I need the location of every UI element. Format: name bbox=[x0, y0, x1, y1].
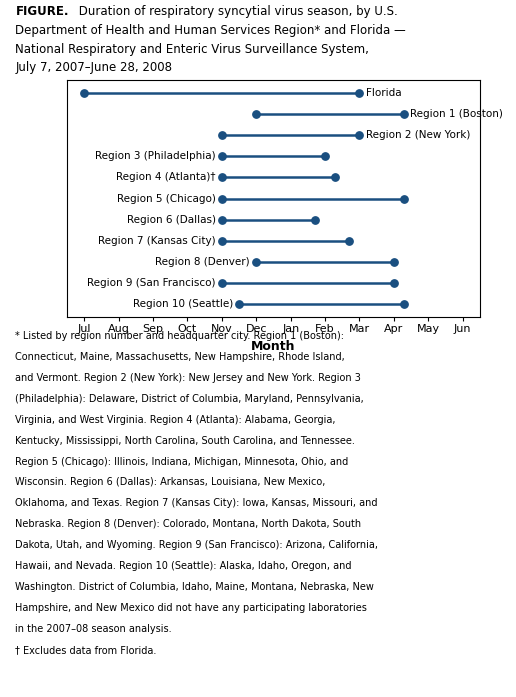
Point bbox=[252, 256, 261, 268]
Point bbox=[218, 193, 226, 204]
Text: Region 2 (New York): Region 2 (New York) bbox=[366, 130, 470, 140]
Text: Region 4 (Atlanta)†: Region 4 (Atlanta)† bbox=[116, 172, 216, 183]
Text: * Listed by region number and headquarter city. Region 1 (Boston):: * Listed by region number and headquarte… bbox=[15, 331, 345, 341]
Text: Region 10 (Seattle): Region 10 (Seattle) bbox=[133, 300, 233, 309]
Point bbox=[235, 299, 243, 310]
Text: Region 8 (Denver): Region 8 (Denver) bbox=[155, 257, 250, 267]
Point bbox=[331, 172, 340, 183]
Text: Dakota, Utah, and Wyoming. Region 9 (San Francisco): Arizona, California,: Dakota, Utah, and Wyoming. Region 9 (San… bbox=[15, 540, 378, 550]
Text: Region 3 (Philadelphia): Region 3 (Philadelphia) bbox=[95, 151, 216, 161]
Text: Duration of respiratory syncytial virus season, by U.S.: Duration of respiratory syncytial virus … bbox=[75, 5, 397, 18]
Point bbox=[321, 151, 329, 162]
Text: (Philadelphia): Delaware, District of Columbia, Maryland, Pennsylvania,: (Philadelphia): Delaware, District of Co… bbox=[15, 394, 364, 404]
Text: Region 1 (Boston): Region 1 (Boston) bbox=[410, 109, 503, 119]
Point bbox=[80, 87, 88, 98]
Text: Region 5 (Chicago): Region 5 (Chicago) bbox=[117, 194, 216, 204]
Text: Kentucky, Mississippi, North Carolina, South Carolina, and Tennessee.: Kentucky, Mississippi, North Carolina, S… bbox=[15, 436, 356, 445]
Text: Washington. District of Columbia, Idaho, Maine, Montana, Nebraska, New: Washington. District of Columbia, Idaho,… bbox=[15, 582, 374, 592]
Text: Hawaii, and Nevada. Region 10 (Seattle): Alaska, Idaho, Oregon, and: Hawaii, and Nevada. Region 10 (Seattle):… bbox=[15, 561, 352, 571]
Point bbox=[311, 214, 319, 225]
Point bbox=[400, 109, 408, 120]
Text: Region 5 (Chicago): Illinois, Indiana, Michigan, Minnesota, Ohio, and: Region 5 (Chicago): Illinois, Indiana, M… bbox=[15, 457, 349, 466]
X-axis label: Month: Month bbox=[251, 339, 296, 353]
Point bbox=[218, 214, 226, 225]
Text: Oklahoma, and Texas. Region 7 (Kansas City): Iowa, Kansas, Missouri, and: Oklahoma, and Texas. Region 7 (Kansas Ci… bbox=[15, 498, 378, 508]
Point bbox=[356, 130, 364, 141]
Text: † Excludes data from Florida.: † Excludes data from Florida. bbox=[15, 645, 157, 654]
Point bbox=[252, 109, 261, 120]
Point bbox=[400, 193, 408, 204]
Text: Virginia, and West Virginia. Region 4 (Atlanta): Alabama, Georgia,: Virginia, and West Virginia. Region 4 (A… bbox=[15, 415, 336, 424]
Point bbox=[356, 87, 364, 98]
Point bbox=[218, 151, 226, 162]
Text: July 7, 2007–June 28, 2008: July 7, 2007–June 28, 2008 bbox=[15, 61, 172, 75]
Point bbox=[390, 256, 398, 268]
Point bbox=[345, 236, 353, 247]
Point bbox=[390, 277, 398, 289]
Text: Florida: Florida bbox=[366, 88, 401, 98]
Point bbox=[218, 172, 226, 183]
Point bbox=[400, 299, 408, 310]
Point bbox=[218, 236, 226, 247]
Point bbox=[218, 277, 226, 289]
Text: Nebraska. Region 8 (Denver): Colorado, Montana, North Dakota, South: Nebraska. Region 8 (Denver): Colorado, M… bbox=[15, 519, 362, 529]
Text: National Respiratory and Enteric Virus Surveillance System,: National Respiratory and Enteric Virus S… bbox=[15, 43, 369, 56]
Text: FIGURE.: FIGURE. bbox=[15, 5, 69, 18]
Text: Hampshire, and New Mexico did not have any participating laboratories: Hampshire, and New Mexico did not have a… bbox=[15, 603, 367, 613]
Text: Region 6 (Dallas): Region 6 (Dallas) bbox=[127, 215, 216, 225]
Point bbox=[218, 130, 226, 141]
Text: and Vermont. Region 2 (New York): New Jersey and New York. Region 3: and Vermont. Region 2 (New York): New Je… bbox=[15, 373, 361, 383]
Text: Department of Health and Human Services Region* and Florida —: Department of Health and Human Services … bbox=[15, 24, 406, 37]
Text: Region 9 (San Francisco): Region 9 (San Francisco) bbox=[87, 278, 216, 289]
Text: in the 2007–08 season analysis.: in the 2007–08 season analysis. bbox=[15, 624, 172, 634]
Text: Region 7 (Kansas City): Region 7 (Kansas City) bbox=[98, 236, 216, 246]
Text: Connecticut, Maine, Massachusetts, New Hampshire, Rhode Island,: Connecticut, Maine, Massachusetts, New H… bbox=[15, 352, 345, 362]
Text: Wisconsin. Region 6 (Dallas): Arkansas, Louisiana, New Mexico,: Wisconsin. Region 6 (Dallas): Arkansas, … bbox=[15, 477, 326, 487]
